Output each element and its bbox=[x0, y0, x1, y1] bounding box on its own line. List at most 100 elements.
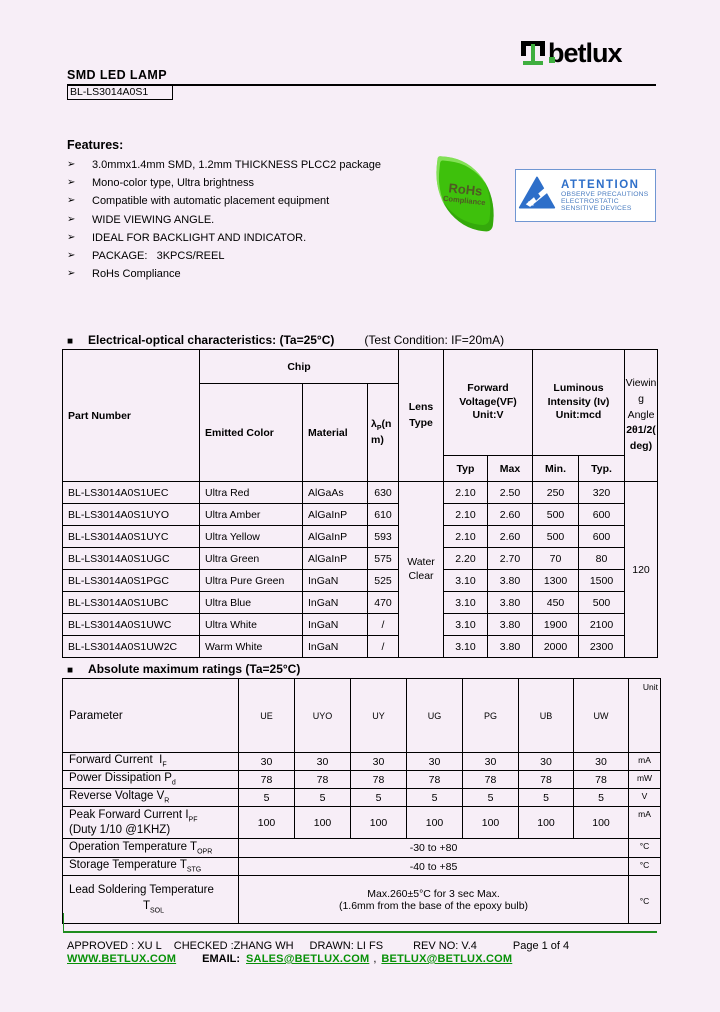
email-link-betlux[interactable]: BETLUX@BETLUX.COM bbox=[381, 953, 513, 965]
value-cell: 100 bbox=[238, 806, 295, 839]
eo-section-title: ■ Electrical-optical characteristics: (T… bbox=[67, 333, 505, 347]
arrow-bullet-icon: ➢ bbox=[67, 213, 76, 225]
material-cell: InGaN bbox=[302, 569, 368, 592]
features-section: Features: ➢ 3.0mmx1.4mm SMD, 1.2mm THICKN… bbox=[67, 138, 447, 283]
drawn-by: DRAWN: LI FS bbox=[309, 940, 384, 952]
betlux-logo: betlux bbox=[520, 40, 623, 73]
feature-item: ➢ IDEAL FOR BACKLIGHT AND INDICATOR. bbox=[67, 229, 447, 247]
iv-typ-cell: 320 bbox=[578, 481, 625, 504]
table-row: BL-LS3014A0S1UBC Ultra Blue InGaN 470 3.… bbox=[62, 591, 658, 614]
table-row: Operation Temperature TOPR -30 to +80 °C bbox=[62, 838, 661, 858]
iv-min-cell: 1300 bbox=[532, 569, 579, 592]
part-number-cell: BL-LS3014A0S1UEC bbox=[62, 481, 200, 504]
vf-typ-cell: 2.20 bbox=[443, 547, 488, 570]
iv-typ-cell: 80 bbox=[578, 547, 625, 570]
parameter-label: Power Dissipation Pd bbox=[62, 770, 239, 789]
feature-item: ➢ Mono-color type, Ultra brightness bbox=[67, 174, 447, 192]
arrow-bullet-icon: ➢ bbox=[67, 159, 76, 170]
vf-typ-cell: 2.10 bbox=[443, 481, 488, 504]
attention-line: ELECTROSTATIC bbox=[561, 197, 619, 205]
revision-number: REV NO: V.4 bbox=[413, 940, 477, 952]
col-header-luminous-intensity: Luminous Intensity (Iv) Unit:mcd bbox=[532, 349, 625, 456]
section-marker-icon: ■ bbox=[67, 665, 74, 676]
separator: , bbox=[373, 953, 377, 965]
merged-value-cell: -40 to +85 bbox=[238, 857, 629, 876]
attention-line: SENSITIVE DEVICES bbox=[561, 205, 632, 213]
unit-cell: V bbox=[628, 788, 661, 807]
col-header-iv-typ: Typ. bbox=[578, 455, 625, 482]
wavelength-cell: 593 bbox=[367, 525, 399, 548]
material-cell: AlGaAs bbox=[302, 481, 368, 504]
part-number-cell: BL-LS3014A0S1UGC bbox=[62, 547, 200, 570]
value-cell: 30 bbox=[350, 752, 407, 771]
value-cell: 100 bbox=[406, 806, 463, 839]
website-link[interactable]: WWW.BETLUX.COM bbox=[67, 953, 177, 965]
col-header-viewing-angle: Viewing Angle 2θ1/2(deg) bbox=[624, 349, 658, 482]
parameter-label: Operation Temperature TOPR bbox=[62, 838, 239, 858]
emitted-color-cell: Ultra Amber bbox=[199, 503, 303, 526]
table-row: Power Dissipation Pd 78 78 78 78 78 78 7… bbox=[62, 770, 661, 789]
table-row: BL-LS3014A0S1UYC Ultra Yellow AlGaInP 59… bbox=[62, 525, 658, 548]
value-cell: 78 bbox=[406, 770, 463, 789]
feature-item: ➢ PACKAGE: 3KPCS/REEL bbox=[67, 247, 447, 265]
iv-min-cell: 70 bbox=[532, 547, 579, 570]
wavelength-cell: 525 bbox=[367, 569, 399, 592]
iv-min-cell: 500 bbox=[532, 525, 579, 548]
contact-line: WWW.BETLUX.COM EMAIL: SALES@BETLUX.COM ,… bbox=[67, 953, 512, 965]
attention-line: OBSERVE PRECAUTIONS bbox=[561, 190, 649, 198]
col-header-ub: UB bbox=[518, 678, 574, 753]
iv-typ-cell: 2100 bbox=[578, 613, 625, 636]
value-cell: 100 bbox=[350, 806, 407, 839]
arrow-bullet-icon: ➢ bbox=[67, 177, 76, 189]
approved-by: APPROVED : XU L bbox=[67, 940, 162, 952]
iv-min-cell: 250 bbox=[532, 481, 579, 504]
table-row: Reverse Voltage VR 5 5 5 5 5 5 5 V bbox=[62, 788, 661, 807]
material-cell: AlGaInP bbox=[302, 503, 368, 526]
vf-typ-cell: 3.10 bbox=[443, 613, 488, 636]
value-cell: 5 bbox=[238, 788, 295, 807]
vf-max-cell: 3.80 bbox=[487, 613, 533, 636]
wavelength-cell: 610 bbox=[367, 503, 399, 526]
arrow-bullet-icon: ➢ bbox=[67, 268, 76, 280]
col-header-iv-min: Min. bbox=[532, 455, 579, 482]
emitted-color-cell: Warm White bbox=[199, 635, 303, 658]
features-heading: Features: bbox=[67, 138, 124, 152]
part-number-cell: BL-LS3014A0S1UYO bbox=[62, 503, 200, 526]
unit-cell: °C bbox=[628, 857, 661, 876]
feature-item: ➢ WIDE VIEWING ANGLE. bbox=[67, 211, 447, 229]
page-title: SMD LED LAMP bbox=[67, 68, 167, 82]
merged-value-cell: Max.260±5°C for 3 sec Max. (1.6mm from t… bbox=[238, 875, 629, 924]
table-row: Peak Forward Current IPF (Duty 1/10 @1KH… bbox=[62, 806, 661, 839]
value-cell: 100 bbox=[518, 806, 574, 839]
feature-item: ➢ RoHs Compliance bbox=[67, 265, 447, 283]
col-header-ug: UG bbox=[406, 678, 463, 753]
value-cell: 78 bbox=[294, 770, 351, 789]
vf-typ-cell: 2.10 bbox=[443, 525, 488, 548]
value-cell: 5 bbox=[573, 788, 629, 807]
col-header-uy: UY bbox=[350, 678, 407, 753]
esd-attention-badge: ATTENTION OBSERVE PRECAUTIONS ELECTROSTA… bbox=[515, 169, 656, 222]
col-header-pg: PG bbox=[462, 678, 519, 753]
wavelength-cell: / bbox=[367, 635, 399, 658]
merged-value-cell: -30 to +80 bbox=[238, 838, 629, 858]
vf-max-cell: 2.70 bbox=[487, 547, 533, 570]
email-link-sales[interactable]: SALES@BETLUX.COM bbox=[246, 953, 370, 965]
value-cell: 30 bbox=[238, 752, 295, 771]
footer-tick bbox=[63, 913, 64, 932]
unit-cell: mW bbox=[628, 770, 661, 789]
value-cell: 30 bbox=[462, 752, 519, 771]
iv-min-cell: 2000 bbox=[532, 635, 579, 658]
iv-typ-cell: 2300 bbox=[578, 635, 625, 658]
part-number-cell: BL-LS3014A0S1UWC bbox=[62, 613, 200, 636]
arrow-bullet-icon: ➢ bbox=[67, 195, 76, 207]
wavelength-cell: 575 bbox=[367, 547, 399, 570]
part-number-box: BL-LS3014A0S1 bbox=[67, 86, 173, 100]
emitted-color-cell: Ultra Blue bbox=[199, 591, 303, 614]
vf-max-cell: 3.80 bbox=[487, 591, 533, 614]
value-cell: 5 bbox=[294, 788, 351, 807]
value-cell: 78 bbox=[573, 770, 629, 789]
material-cell: AlGaInP bbox=[302, 547, 368, 570]
parameter-label: Storage Temperature TSTG bbox=[62, 857, 239, 876]
logo-green-accent bbox=[549, 57, 555, 63]
vf-typ-cell: 3.10 bbox=[443, 635, 488, 658]
